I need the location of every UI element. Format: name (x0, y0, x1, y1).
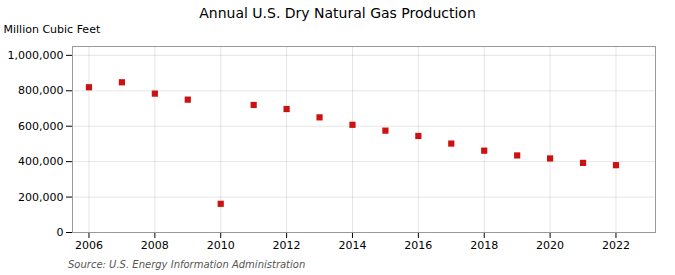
svg-text:800,000: 800,000 (18, 84, 64, 97)
svg-text:2012: 2012 (273, 239, 301, 252)
svg-text:2006: 2006 (75, 239, 103, 252)
svg-text:2016: 2016 (404, 239, 432, 252)
svg-text:200,000: 200,000 (18, 191, 64, 204)
svg-text:2018: 2018 (470, 239, 498, 252)
svg-text:Million Cubic Feet: Million Cubic Feet (4, 23, 101, 36)
svg-text:2008: 2008 (141, 239, 169, 252)
svg-text:0: 0 (57, 226, 64, 239)
html-text:Annual U.S. Dry Natural Gas Pr: Annual U.S. Dry Natural Gas Production (199, 5, 476, 21)
svg-text:2022: 2022 (602, 239, 630, 252)
svg-text:2020: 2020 (536, 239, 564, 252)
svg-text:2010: 2010 (207, 239, 235, 252)
svg-text:2014: 2014 (338, 239, 366, 252)
svg-text:400,000: 400,000 (18, 155, 64, 168)
html-text:Source: U.S. Energy Informatio: Source: U.S. Energy Information Administ… (68, 259, 306, 270)
svg-text:600,000: 600,000 (18, 120, 64, 133)
svg-text:1,000,000: 1,000,000 (8, 49, 64, 62)
